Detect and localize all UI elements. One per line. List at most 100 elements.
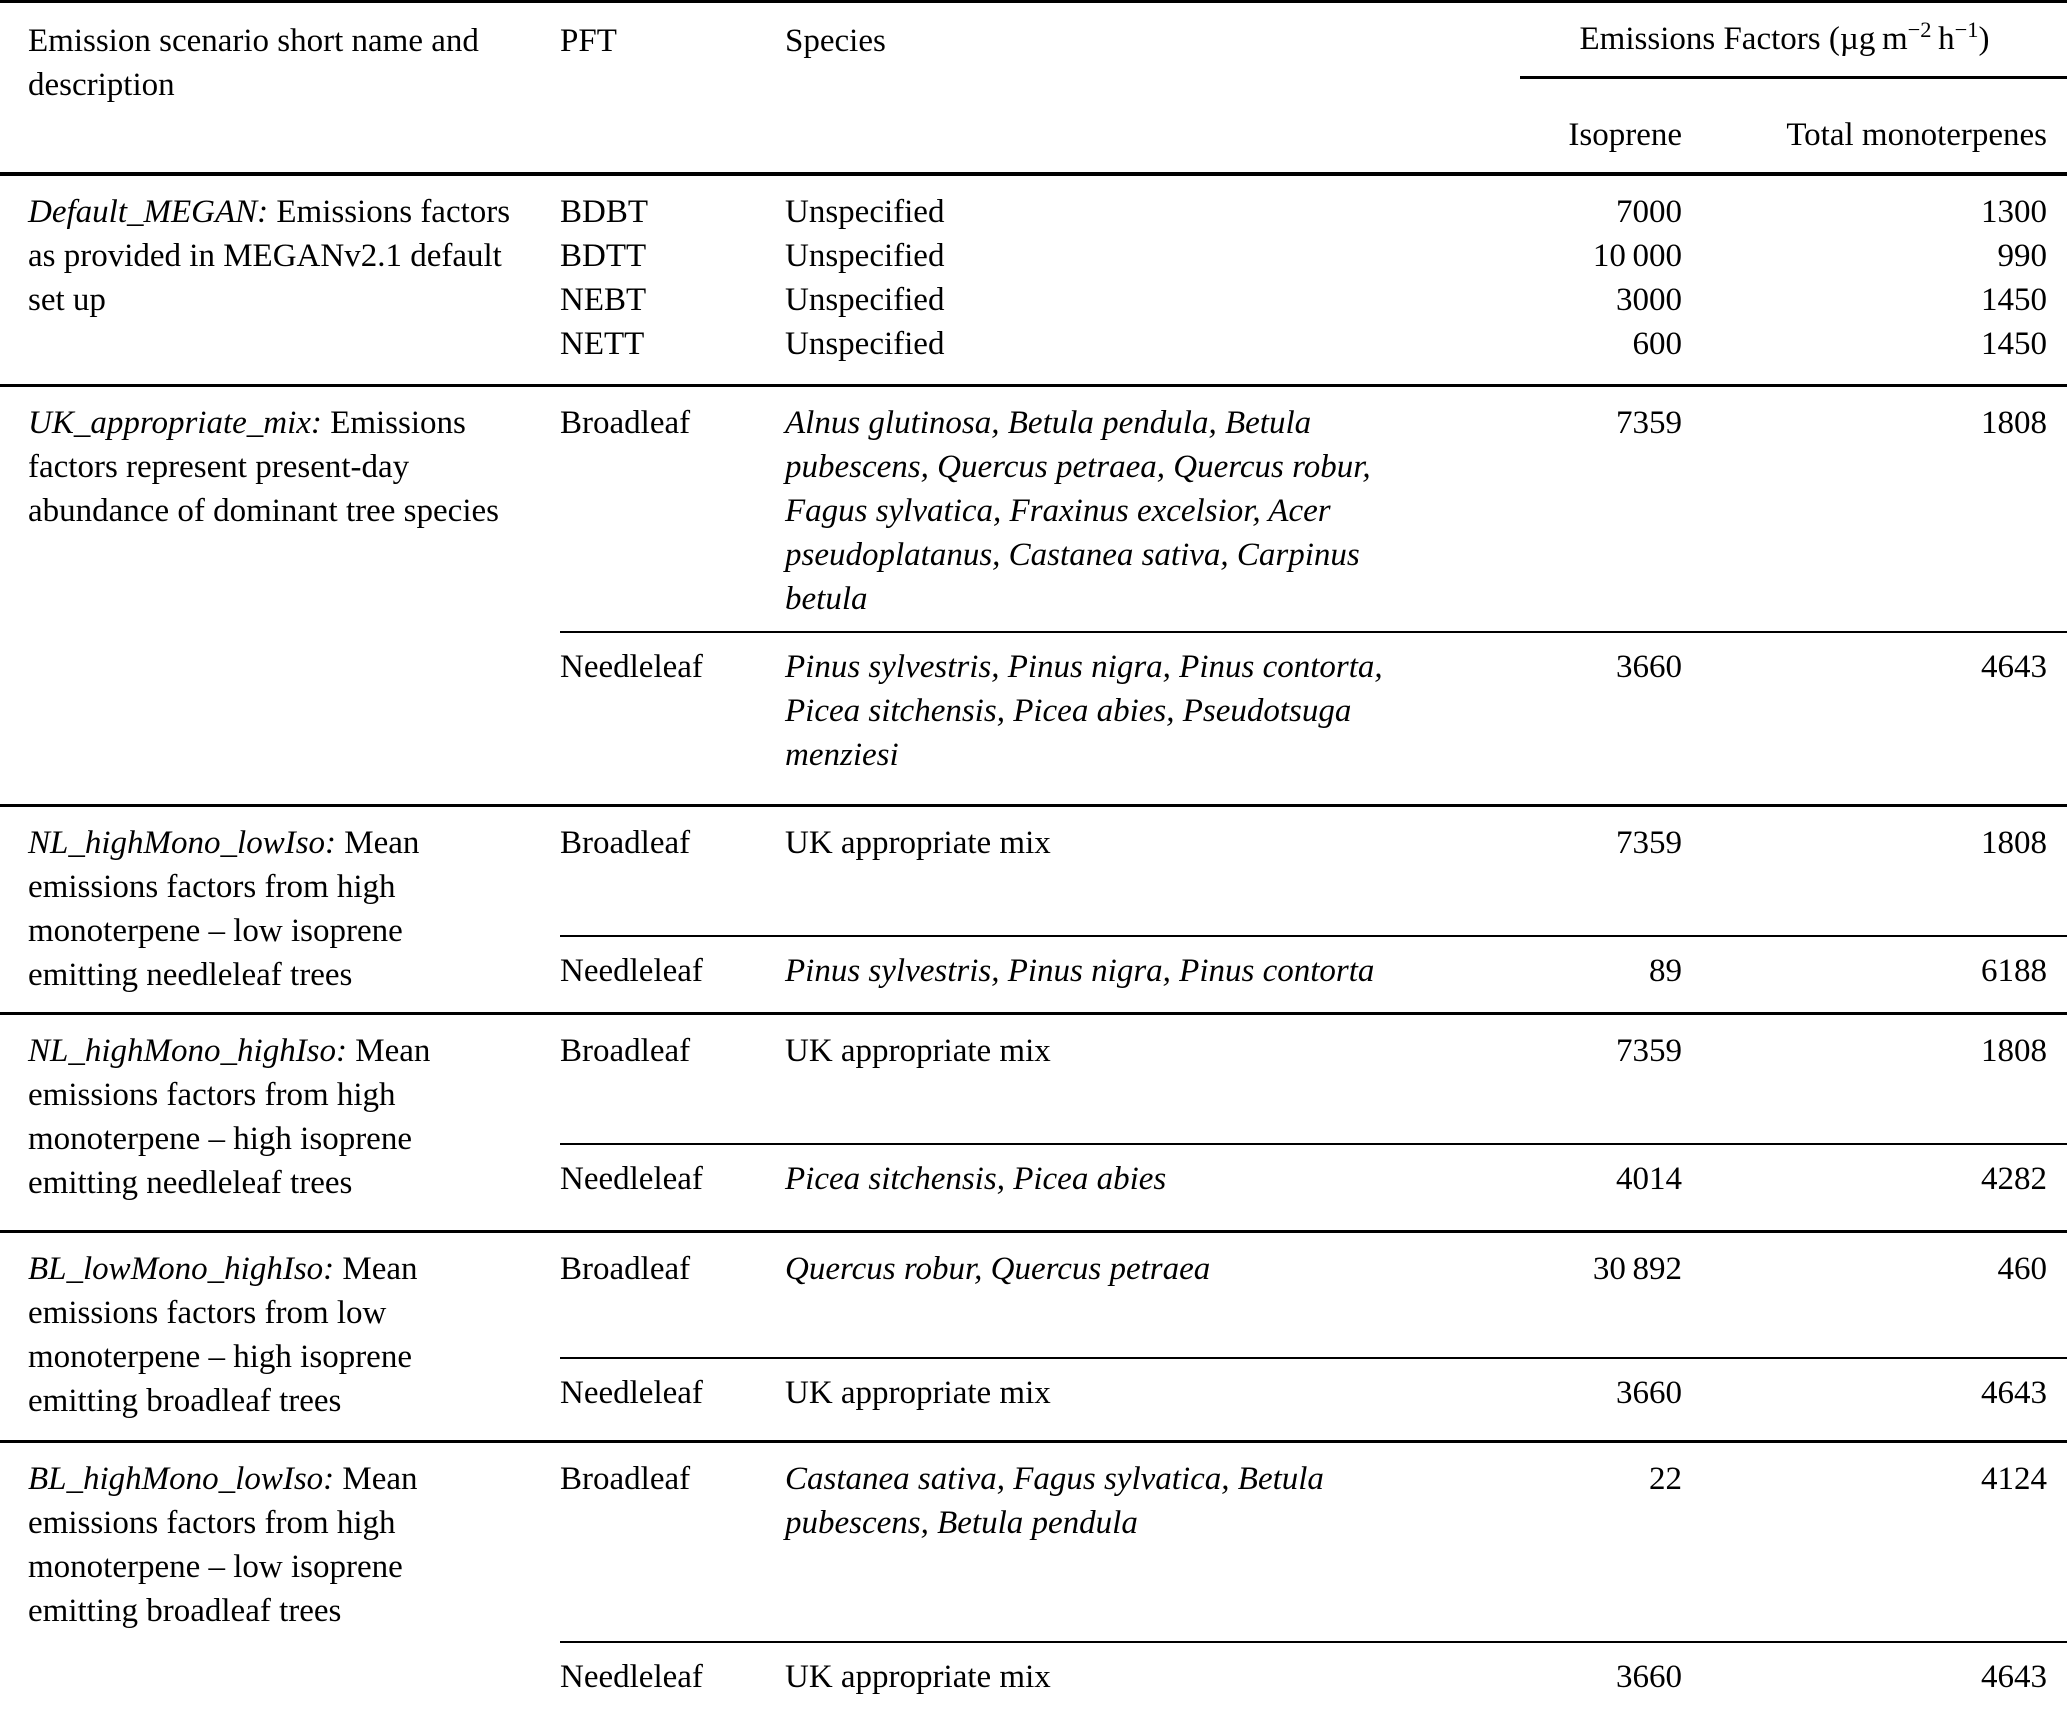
- isoprene-value: 30 892: [1450, 1230, 1690, 1358]
- table-row: UK_appropriate_mix: Emissions factors re…: [0, 384, 2067, 806]
- table-row: NETT Unspecified 600 1450: [0, 322, 2067, 386]
- table-row: Needleleaf Pinus sylvestris, Pinus nigra…: [0, 934, 2067, 1014]
- table-row: NEBT Unspecified 3000 1450: [0, 278, 2067, 322]
- monoterpenes-value: 1808: [1690, 1012, 2067, 1144]
- species-cell: UK appropriate mix: [785, 1356, 1450, 1442]
- isoprene-value: 600: [1632, 325, 1683, 362]
- monoterpenes-value: 1450: [1981, 281, 2048, 318]
- species-cell: UK appropriate mix: [785, 1012, 1450, 1144]
- species-cell: Picea sitchensis, Picea abies: [785, 1142, 1450, 1232]
- pft-cell: Needleleaf: [560, 934, 785, 1014]
- species-cell: Castanea sativa, Fagus sylvatica, Betula…: [785, 1440, 1450, 1642]
- pft-cell: Needleleaf: [560, 630, 785, 806]
- monoterpenes-value: 4282: [1690, 1142, 2067, 1232]
- scenario-name: UK_appropriate_mix:: [28, 405, 322, 441]
- monoterpenes-value: 1808: [1690, 384, 2067, 632]
- scenario-description: Mean emissions factors from high monoter…: [28, 1033, 431, 1201]
- scenario-block-bl-lowmono-highiso: BL_lowMono_highIso: Mean emissions facto…: [0, 1230, 2067, 1442]
- isoprene-value: 7359: [1450, 1012, 1690, 1144]
- species-cell: Unspecified: [785, 281, 945, 318]
- isoprene-value: 7359: [1450, 804, 1690, 936]
- header-row-1: Emission scenario short name and descrip…: [0, 1, 2067, 176]
- scenario-description: Mean emissions factors from low monoterp…: [28, 1251, 418, 1419]
- ef-text-part: Emissions Factors (µg m: [1579, 21, 1908, 57]
- isoprene-value: 3660: [1450, 1640, 1690, 1714]
- species-cell: Unspecified: [785, 325, 945, 362]
- table-row: Default_MEGAN: Emissions factors as prov…: [0, 172, 2067, 386]
- header-row-2: Isoprene Total monoterpenes: [0, 97, 2067, 176]
- monoterpenes-value: 460: [1690, 1230, 2067, 1358]
- table-row: NL_highMono_highIso: Mean emissions fact…: [0, 1012, 2067, 1232]
- species-cell: Pinus sylvestris, Pinus nigra, Pinus con…: [785, 630, 1450, 806]
- monoterpenes-value: 4643: [1690, 1640, 2067, 1714]
- isoprene-value: 22: [1450, 1440, 1690, 1642]
- scenario-cell: BL_highMono_lowIso: Mean emissions facto…: [0, 1440, 560, 1714]
- species-cell: Quercus robur, Quercus petraea: [785, 1230, 1450, 1358]
- table-row: Needleleaf Pinus sylvestris, Pinus nigra…: [0, 630, 2067, 806]
- table-header: Emission scenario short name and descrip…: [0, 1, 2067, 176]
- species-cell: Unspecified: [785, 237, 945, 274]
- monoterpenes-value: 1808: [1690, 804, 2067, 936]
- scenario-name: BL_highMono_lowIso:: [28, 1461, 335, 1497]
- scenario-cell: UK_appropriate_mix: Emissions factors re…: [0, 384, 560, 806]
- emissions-factors-unit-label: Emissions Factors (µg m−2 h−1): [1520, 3, 2067, 79]
- column-header-emissions-factors: Emissions Factors (µg m−2 h−1): [1450, 2, 2067, 98]
- isoprene-value: 10 000: [1592, 237, 1682, 274]
- pft-cell: NETT: [560, 325, 645, 362]
- isoprene-value: 3660: [1450, 630, 1690, 806]
- species-cell: Pinus sylvestris, Pinus nigra, Pinus con…: [785, 934, 1450, 1014]
- species-cell: UK appropriate mix: [785, 804, 1450, 936]
- table-row: Needleleaf UK appropriate mix 3660 4643: [0, 1640, 2067, 1714]
- table-row: NL_highMono_lowIso: Mean emissions facto…: [0, 804, 2067, 1014]
- ef-superscript-minus1: −1: [1954, 16, 1979, 42]
- pft-cell: Broadleaf: [560, 384, 785, 632]
- monoterpenes-value: 990: [1997, 237, 2048, 274]
- table-row: BDTT Unspecified 10 000 990: [0, 234, 2067, 278]
- scenario-name: Default_MEGAN:: [28, 193, 269, 230]
- isoprene-value: 3660: [1450, 1356, 1690, 1442]
- scenario-name: NL_highMono_lowIso:: [28, 825, 337, 861]
- isoprene-value: 89: [1450, 934, 1690, 1014]
- scenario-cell: NL_highMono_highIso: Mean emissions fact…: [0, 1012, 560, 1232]
- pft-cell: BDBT: [560, 172, 785, 234]
- pft-cell: Needleleaf: [560, 1640, 785, 1714]
- scenario-description: Emissions factors represent present-day …: [28, 405, 499, 529]
- column-header-species: Species: [785, 1, 1450, 176]
- monoterpenes-value: 4643: [1690, 630, 2067, 806]
- isoprene-value: 7000: [1450, 172, 1690, 234]
- scenario-block-uk-appropriate-mix: UK_appropriate_mix: Emissions factors re…: [0, 384, 2067, 806]
- column-header-pft: PFT: [560, 1, 785, 176]
- pft-cell: Broadleaf: [560, 1440, 785, 1642]
- isoprene-value: 4014: [1450, 1142, 1690, 1232]
- monoterpenes-value: 6188: [1690, 934, 2067, 1014]
- species-cell: UK appropriate mix: [785, 1640, 1450, 1714]
- table-row: BL_highMono_lowIso: Mean emissions facto…: [0, 1440, 2067, 1714]
- pft-cell: BDTT: [560, 237, 647, 274]
- table-row: BL_lowMono_highIso: Mean emissions facto…: [0, 1230, 2067, 1442]
- isoprene-value: 3000: [1616, 281, 1682, 318]
- monoterpenes-value: 4643: [1690, 1356, 2067, 1442]
- scenario-name: BL_lowMono_highIso:: [28, 1251, 335, 1287]
- pft-cell: Broadleaf: [560, 1230, 785, 1358]
- pft-cell: Needleleaf: [560, 1356, 785, 1442]
- pft-cell: NEBT: [560, 281, 647, 318]
- ef-text-part: ): [1978, 21, 1990, 57]
- scenario-block-default-megan: Default_MEGAN: Emissions factors as prov…: [0, 172, 2067, 386]
- scenario-cell: Default_MEGAN: Emissions factors as prov…: [0, 172, 560, 386]
- column-header-total-monoterpenes: Total monoterpenes: [1690, 97, 2067, 176]
- scenario-description: Mean emissions factors from high monoter…: [28, 825, 420, 993]
- monoterpenes-value: 1450: [1981, 325, 2048, 362]
- table-row: Needleleaf Picea sitchensis, Picea abies…: [0, 1142, 2067, 1232]
- ef-text-part: h: [1931, 21, 1955, 57]
- scenario-cell: NL_highMono_lowIso: Mean emissions facto…: [0, 804, 560, 1014]
- isoprene-value: 7359: [1450, 384, 1690, 632]
- scenario-block-bl-highmono-lowiso: BL_highMono_lowIso: Mean emissions facto…: [0, 1440, 2067, 1714]
- scenario-name: NL_highMono_highIso:: [28, 1033, 348, 1069]
- column-header-isoprene: Isoprene: [1450, 97, 1690, 176]
- scenario-description: Mean emissions factors from high monoter…: [28, 1461, 418, 1629]
- pft-cell: Needleleaf: [560, 1142, 785, 1232]
- scenario-block-nl-highmono-lowiso: NL_highMono_lowIso: Mean emissions facto…: [0, 804, 2067, 1014]
- monoterpenes-value: 4124: [1690, 1440, 2067, 1642]
- column-header-scenario: Emission scenario short name and descrip…: [0, 1, 560, 176]
